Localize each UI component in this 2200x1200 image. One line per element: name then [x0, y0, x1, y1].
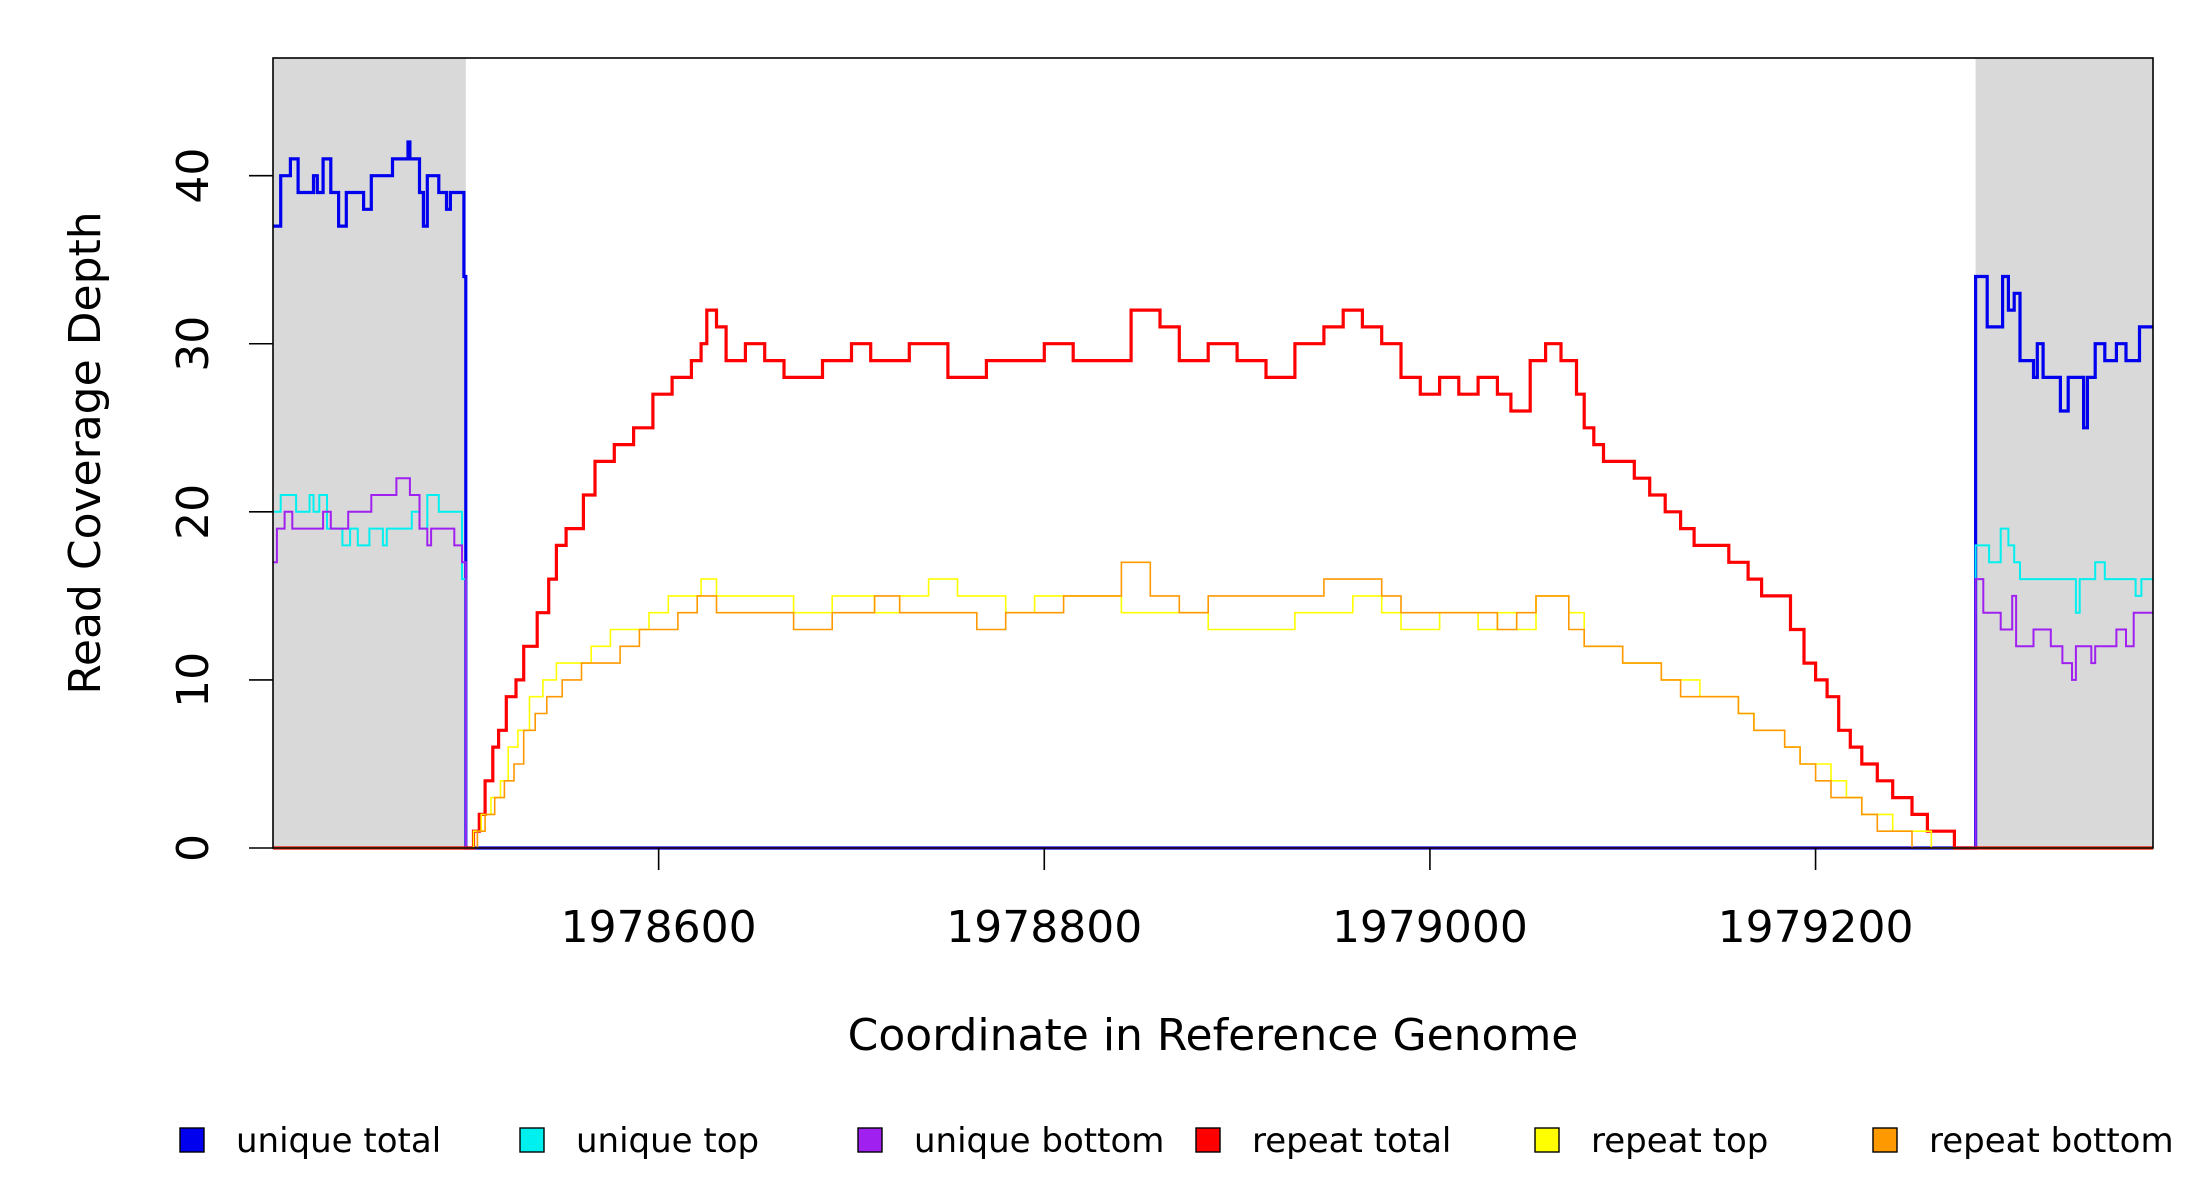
legend-label: repeat total — [1252, 1121, 1451, 1161]
shaded-flank-regions — [273, 58, 2153, 848]
legend: unique total unique top unique bottom repea… — [179, 1121, 2174, 1161]
y-axis: 0 10 20 30 40 — [168, 148, 273, 862]
legend-label: unique total — [236, 1121, 441, 1161]
plot-frame — [272, 57, 2154, 849]
series-repeat-bottom — [273, 561, 2153, 849]
x-tick-label: 1979200 — [1718, 902, 1914, 953]
legend-swatch — [179, 1127, 205, 1153]
y-tick-label: 0 — [168, 834, 219, 862]
legend-swatch — [519, 1127, 545, 1153]
y-axis-title: Read Coverage Depth — [60, 211, 111, 694]
left-flank-shade — [273, 58, 466, 848]
legend-label: unique top — [576, 1121, 759, 1161]
right-flank-shade — [1975, 58, 2153, 848]
series-unique-bottom — [273, 477, 2153, 849]
x-tick-label: 1978600 — [561, 902, 757, 953]
x-axis-title: Coordinate in Reference Genome — [848, 1010, 1579, 1061]
legend-swatch — [1534, 1127, 1560, 1153]
legend-label: repeat top — [1591, 1121, 1768, 1161]
x-tick-label: 1978800 — [946, 902, 1142, 953]
legend-label: repeat bottom — [1929, 1121, 2174, 1161]
series-unique-total — [273, 140, 2153, 850]
x-axis: 1978600 1978800 1979000 1979200 — [561, 848, 1914, 953]
y-tick-label: 30 — [168, 316, 219, 372]
y-tick-label: 20 — [168, 484, 219, 540]
x-tick-label: 1979000 — [1332, 902, 1528, 953]
series-repeat-total — [273, 308, 2153, 850]
legend-swatch — [1872, 1127, 1898, 1153]
legend-label: unique bottom — [914, 1121, 1164, 1161]
legend-swatch — [857, 1127, 883, 1153]
series-unique-top — [273, 494, 2153, 849]
coverage-series — [273, 140, 2153, 850]
legend-swatch — [1195, 1127, 1221, 1153]
series-repeat-top — [273, 578, 2153, 849]
y-tick-label: 10 — [168, 652, 219, 708]
y-tick-label: 40 — [168, 148, 219, 204]
